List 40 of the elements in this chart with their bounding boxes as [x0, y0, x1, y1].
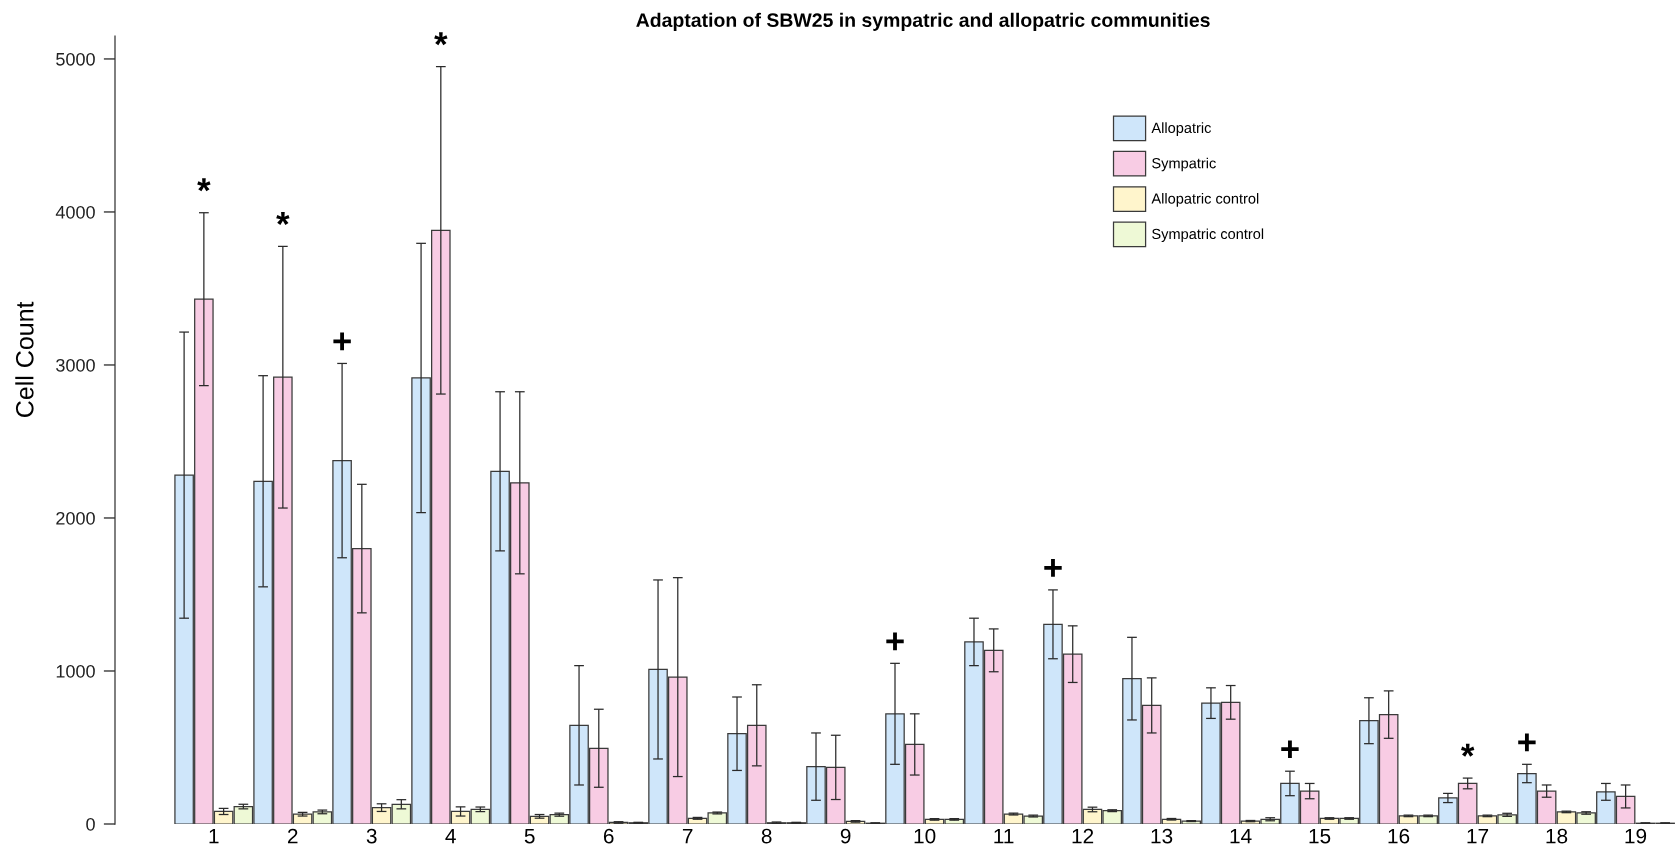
legend-label: Sympatric control	[1152, 228, 1264, 242]
y-tick-label: 4000	[55, 205, 95, 219]
legend-label: Allopatric control	[1151, 193, 1259, 207]
annotation: +	[1518, 733, 1536, 752]
legend-label: Sympatric	[1152, 157, 1216, 172]
x-tick-label: 2	[287, 828, 298, 844]
y-axis-title: Cell Count	[15, 301, 34, 417]
legend-label: Allopatric	[1151, 122, 1212, 136]
annotation: +	[333, 332, 351, 351]
x-tick-label: 8	[761, 828, 772, 844]
chart-title: Adaptation of SBW25 in sympatric and allopatric communities	[636, 12, 1210, 31]
x-tick-label: 7	[682, 828, 693, 844]
x-tick-label: 12	[1072, 828, 1094, 844]
y-tick-label: 5000	[56, 52, 95, 66]
x-tick-label: 3	[366, 828, 377, 844]
annotation: *	[1461, 743, 1475, 757]
x-tick-label: 6	[603, 828, 614, 844]
annotation: *	[197, 178, 211, 192]
y-tick-label: 2000	[56, 511, 95, 525]
x-tick-label: 5	[524, 828, 535, 844]
x-tick-label: 15	[1309, 828, 1331, 844]
x-tick-label: 10	[914, 828, 936, 844]
y-tick-label: 3000	[56, 358, 95, 372]
y-tick-label: 0	[86, 817, 95, 831]
x-tick-label: 14	[1230, 828, 1252, 844]
annotation: +	[1281, 740, 1299, 759]
x-tick-label: 13	[1151, 828, 1173, 844]
annotation: *	[434, 32, 448, 46]
y-tick-label: 1000	[56, 664, 95, 678]
annotation: *	[276, 212, 290, 225]
annotation: +	[1044, 559, 1062, 577]
x-tick-label: 11	[994, 828, 1014, 844]
x-tick-label: 1	[209, 828, 219, 844]
x-tick-label: 17	[1467, 828, 1489, 844]
x-tick-label: 4	[445, 828, 456, 844]
x-tick-label: 9	[840, 828, 851, 844]
annotation: +	[886, 632, 904, 651]
x-tick-label: 18	[1546, 828, 1568, 844]
x-tick-label: 16	[1388, 828, 1410, 844]
x-tick-label: 19	[1625, 828, 1647, 844]
